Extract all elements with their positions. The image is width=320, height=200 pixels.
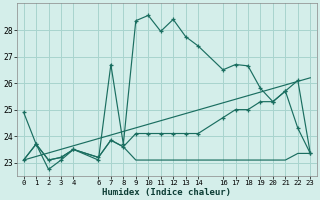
X-axis label: Humidex (Indice chaleur): Humidex (Indice chaleur): [102, 188, 231, 197]
